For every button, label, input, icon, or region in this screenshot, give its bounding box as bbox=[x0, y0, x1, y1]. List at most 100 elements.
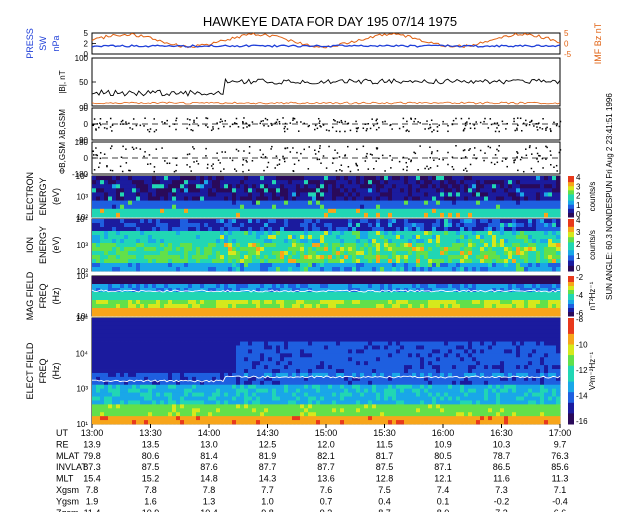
spectrogram-cell bbox=[248, 267, 253, 272]
spectrogram-cell bbox=[268, 223, 273, 228]
spectrogram-cell bbox=[212, 259, 217, 264]
spectrogram-cell bbox=[436, 192, 441, 197]
spectrogram-cell bbox=[532, 284, 537, 289]
spectrogram-cell bbox=[300, 280, 305, 285]
spectrogram-cell bbox=[532, 312, 537, 317]
spectrogram-cell bbox=[172, 239, 177, 244]
spectrogram-cell bbox=[156, 267, 161, 272]
spectrogram-cell bbox=[456, 292, 461, 297]
spectrogram-cell bbox=[136, 345, 141, 350]
spectrogram-cell bbox=[160, 308, 165, 313]
spectrogram-cell bbox=[220, 312, 225, 317]
spectrogram-cell bbox=[212, 369, 217, 374]
spectrogram-cell bbox=[424, 300, 429, 305]
spectrogram-cell bbox=[480, 308, 485, 313]
spectrogram-cell bbox=[436, 204, 441, 210]
spectrogram-cell bbox=[100, 412, 105, 417]
colorbar-swatch bbox=[568, 386, 574, 393]
spectrogram-cell bbox=[152, 227, 157, 232]
spectrogram-cell bbox=[460, 200, 465, 206]
spectrogram-cell bbox=[392, 208, 397, 214]
spectrogram-cell bbox=[168, 321, 173, 327]
spectrogram-cell bbox=[304, 208, 309, 214]
spectrogram-cell bbox=[448, 243, 453, 248]
spectrogram-cell bbox=[200, 392, 205, 397]
spectrogram-cell bbox=[384, 247, 389, 252]
spectrogram-cell bbox=[212, 184, 217, 189]
spectrogram-cell bbox=[512, 196, 517, 201]
spectrogram-cell bbox=[496, 200, 501, 206]
spectrogram-cell bbox=[280, 200, 285, 206]
spectrogram-cell bbox=[240, 204, 245, 210]
spectrogram-cell bbox=[272, 184, 277, 189]
spectrogram-cell bbox=[196, 369, 201, 374]
spectrogram-cell bbox=[280, 259, 285, 264]
spectrogram-cell bbox=[236, 259, 241, 264]
spectrogram-cell bbox=[448, 180, 453, 185]
spectrogram-cell bbox=[528, 208, 533, 214]
spectrogram-cell bbox=[112, 292, 117, 297]
spectrogram-cell bbox=[92, 243, 97, 248]
spectrogram-cell bbox=[192, 235, 197, 240]
spectrogram-cell bbox=[340, 312, 345, 317]
spectrogram-cell bbox=[124, 365, 129, 370]
spectrogram-cell bbox=[252, 184, 257, 189]
spectrogram-cell bbox=[500, 176, 505, 181]
spectrogram-cell bbox=[304, 192, 309, 197]
colorbar-tick-label: 0 bbox=[576, 264, 581, 273]
spectrogram-cell bbox=[552, 280, 557, 285]
spectrogram-cell bbox=[228, 384, 233, 390]
spectrogram-cell bbox=[540, 208, 545, 214]
spectrogram-cell bbox=[168, 196, 173, 201]
spectrogram-cell bbox=[296, 259, 301, 264]
spectrogram-cell bbox=[536, 208, 541, 214]
spectrogram-cell bbox=[200, 365, 205, 370]
spectrogram-cell bbox=[476, 255, 481, 260]
spectrogram-cell bbox=[464, 223, 469, 228]
spectrogram-cell bbox=[516, 212, 521, 218]
spectrogram-cell bbox=[104, 380, 109, 386]
spectrogram-cell bbox=[300, 196, 305, 201]
spectrogram-cell bbox=[440, 176, 445, 181]
spectrogram-cell bbox=[216, 212, 221, 218]
spectrogram-cell bbox=[356, 263, 361, 268]
spectrogram-cell bbox=[152, 408, 157, 413]
spectrogram-cell bbox=[340, 243, 345, 248]
spectrogram-cell bbox=[388, 239, 393, 244]
spectrogram-cell bbox=[524, 263, 529, 268]
spectrogram-cell bbox=[292, 223, 297, 228]
spectrogram-cell bbox=[472, 219, 477, 224]
spectrogram-cell bbox=[224, 200, 229, 206]
spectrogram-cell bbox=[188, 308, 193, 313]
spectrogram-cell bbox=[188, 404, 193, 409]
spectrogram-cell bbox=[180, 255, 185, 260]
spectrogram-cell bbox=[188, 372, 193, 378]
spectrogram-cell bbox=[328, 292, 333, 297]
spectrogram-cell bbox=[456, 200, 461, 206]
spectrogram-cell bbox=[308, 280, 313, 285]
spectrogram-cell bbox=[136, 312, 141, 317]
spectrogram-cell bbox=[424, 235, 429, 240]
spectrogram-cell bbox=[336, 300, 341, 305]
spectrogram-cell bbox=[160, 341, 165, 346]
spectrogram-cell bbox=[456, 259, 461, 264]
spectrogram-cell bbox=[532, 308, 537, 313]
spectrogram-cell bbox=[192, 304, 197, 309]
spectrogram-cell bbox=[328, 284, 333, 289]
spectrogram-cell bbox=[144, 259, 149, 264]
spectrogram-cell bbox=[212, 408, 217, 413]
spectrogram-cell bbox=[536, 296, 541, 301]
spectrogram-cell bbox=[196, 412, 201, 417]
spectrogram-cell bbox=[200, 192, 205, 197]
spectrogram-cell bbox=[352, 251, 357, 256]
spectrogram-cell bbox=[476, 212, 481, 218]
spectrogram-cell bbox=[120, 412, 125, 417]
spectrogram-cell bbox=[440, 212, 445, 218]
spectrogram-cell bbox=[276, 284, 281, 289]
spectrogram-cell bbox=[136, 235, 141, 240]
colorbar-tick-label: -12 bbox=[576, 366, 588, 375]
spectrogram-cell bbox=[128, 276, 133, 281]
spectrogram-cell bbox=[120, 192, 125, 197]
spectrogram-cell bbox=[176, 376, 181, 382]
spectrogram-cell bbox=[120, 337, 125, 342]
